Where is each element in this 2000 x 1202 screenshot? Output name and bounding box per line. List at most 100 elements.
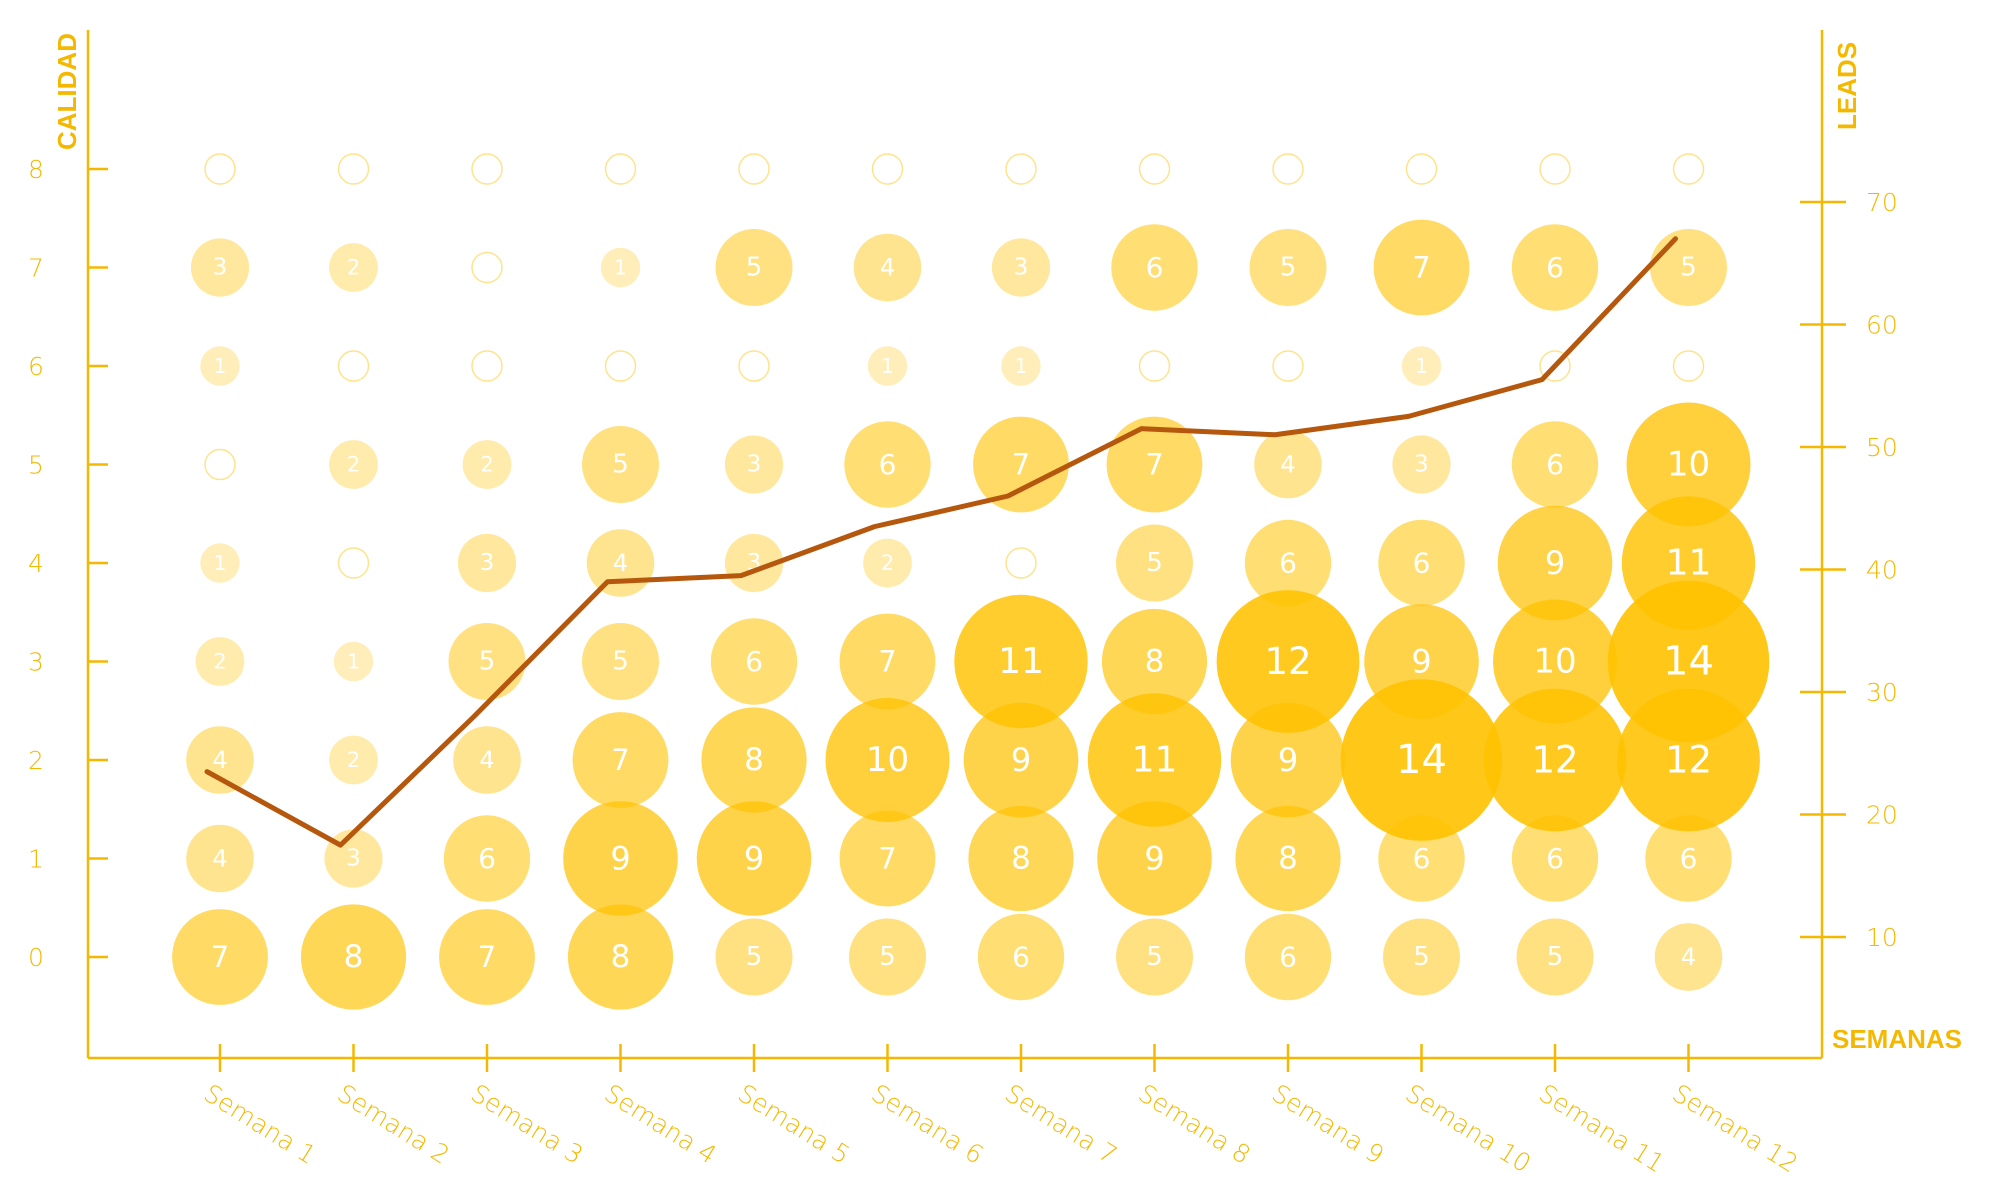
bubble: [190, 238, 250, 297]
bubble-empty: [1672, 153, 1705, 185]
x-tick-label: Semana 11: [1534, 1078, 1670, 1178]
bubble-label: 10: [1667, 445, 1710, 485]
bubble-label: 5: [1413, 942, 1430, 972]
bubble-label: 4: [212, 845, 227, 873]
bubble-label: 4: [479, 746, 494, 774]
bubble: [1001, 346, 1041, 386]
bubble: [1392, 435, 1451, 494]
bubble-label: 10: [1533, 642, 1576, 682]
bubble: [439, 909, 535, 1005]
bubble-label: 5: [746, 253, 763, 283]
bubble: [1116, 918, 1193, 996]
right-ticks: 10 20 30 40 50 60 70: [1800, 188, 1898, 952]
bubble-label: 1: [1415, 354, 1428, 378]
bubble: [443, 815, 531, 902]
left-tick-label: 4: [28, 549, 44, 578]
bubble-empty: [1005, 153, 1037, 185]
bubble-label: 1: [1015, 354, 1028, 378]
bubble-label: 6: [1146, 251, 1164, 284]
bubble-empty: [1405, 153, 1438, 185]
bubble-label: 2: [881, 551, 894, 575]
bubble: [1511, 421, 1599, 508]
bubbles: 7442113832122764532897545159863355710726…: [172, 153, 1770, 1010]
bubble-label: 3: [1014, 255, 1029, 281]
bubble-label: 9: [1144, 840, 1164, 878]
left-tick-label: 1: [28, 845, 44, 874]
leads-line-path: [204, 236, 1678, 848]
right-tick-label: 70: [1866, 188, 1898, 217]
bubble: [1340, 679, 1503, 841]
bubble-label: 5: [1547, 942, 1564, 972]
bubble-label: 14: [1396, 737, 1447, 783]
bubble: [563, 801, 678, 916]
bubble: [968, 805, 1074, 912]
bubble-label: 12: [1531, 739, 1578, 782]
bubble-empty: [1138, 153, 1171, 185]
bubble-label: 1: [881, 354, 894, 378]
x-tick-label: Semana 8: [1133, 1078, 1255, 1169]
bubble-label: 4: [212, 746, 227, 774]
bubble-label: 5: [1680, 253, 1697, 283]
bubble: [1654, 923, 1723, 991]
bubble-label: 7: [1412, 251, 1430, 285]
bubble-empty: [1272, 350, 1304, 382]
bubble-label: 3: [480, 550, 495, 576]
x-tick-label: Semana 3: [466, 1078, 588, 1169]
left-axis-title: CALIDAD: [52, 33, 82, 150]
left-tick-label: 2: [28, 746, 44, 775]
bubble-label: 7: [211, 940, 229, 974]
x-tick-label: Semana 4: [599, 1078, 721, 1169]
bubble: [329, 440, 378, 489]
bubble-label: 11: [998, 641, 1044, 682]
bubble: [200, 346, 240, 386]
bubble: [1244, 519, 1332, 607]
bubble-label: 2: [347, 748, 360, 772]
bubble-label: 1: [214, 354, 227, 378]
bubble: [1483, 688, 1627, 832]
bubble-empty: [471, 153, 503, 185]
bubble: [1364, 604, 1479, 719]
bubble: [172, 909, 268, 1005]
bubble: [1097, 801, 1212, 916]
bubble: [696, 801, 812, 916]
left-tick-label: 0: [28, 943, 44, 972]
x-axis-title: SEMANAS: [1832, 1024, 1962, 1054]
bubble-empty: [204, 448, 236, 481]
bubble: [1116, 524, 1193, 602]
bubble-label: 5: [1146, 942, 1163, 972]
bubble-label: 6: [478, 842, 496, 875]
bubble: [1244, 913, 1332, 1001]
bubble-empty: [738, 153, 770, 185]
bubble-label: 6: [1546, 448, 1564, 481]
bubble-label: 1: [614, 256, 627, 280]
bubble-label: 9: [1545, 544, 1565, 582]
bubble-label: 4: [880, 254, 895, 282]
leads-line: [204, 236, 1678, 848]
bubble-label: 6: [745, 645, 763, 678]
bubble-label: 2: [347, 453, 360, 477]
bubble: [1511, 815, 1599, 902]
bubble: [329, 735, 378, 785]
bubble: [991, 238, 1051, 297]
left-ticks: 0 1 2 3 4 5 6 7 8: [28, 155, 108, 972]
bubble-label: 8: [744, 742, 764, 778]
bubble: [963, 702, 1079, 818]
x-tick-label: Semana 5: [733, 1078, 855, 1169]
bubble: [1101, 608, 1208, 715]
bubble-label: 5: [879, 942, 896, 972]
bubble-label: 7: [1012, 448, 1030, 482]
bubble: [1111, 224, 1198, 311]
bubble-empty: [337, 153, 370, 185]
x-tick-label: Semana 2: [332, 1078, 454, 1169]
bubble: [1373, 219, 1470, 316]
bubble: [567, 904, 674, 1010]
x-tick-label: Semana 7: [1000, 1078, 1122, 1169]
bubble: [867, 346, 908, 386]
bubble: [195, 637, 245, 686]
bubble-empty: [471, 350, 503, 382]
bubble-label: 3: [747, 452, 762, 478]
bubble: [462, 440, 512, 489]
bubble-label: 4: [613, 549, 628, 577]
bubble: [863, 538, 912, 588]
bubble-empty: [1138, 350, 1171, 382]
